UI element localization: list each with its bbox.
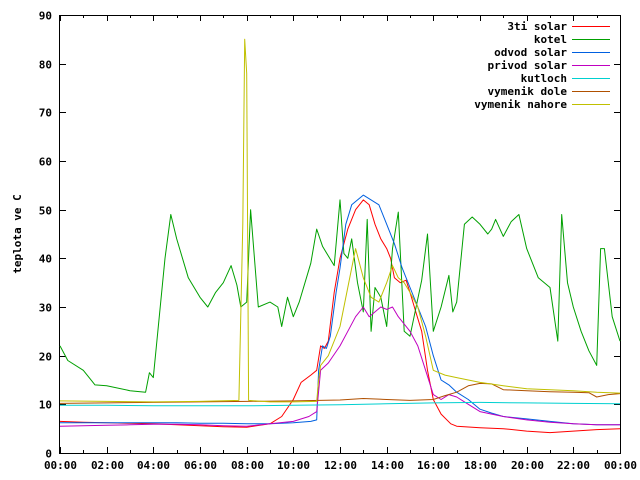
- y-tick-label: 50: [39, 205, 52, 218]
- x-tick-label: 20:00: [511, 459, 544, 472]
- y-tick-label: 80: [39, 59, 52, 72]
- x-tick-label: 00:00: [604, 459, 637, 472]
- y-tick-label: 90: [39, 10, 52, 23]
- y-axis-label: teplota ve C: [11, 194, 24, 273]
- legend-label-3ti-solar: 3ti solar: [507, 20, 567, 33]
- series-line-vymenik-dole: [59, 382, 621, 404]
- y-tick-label: 60: [39, 156, 52, 169]
- x-tick-label: 18:00: [464, 459, 497, 472]
- x-tick-label: 16:00: [417, 459, 450, 472]
- series-line-kotel: [59, 199, 621, 393]
- series-line-vymenik-nahore: [59, 38, 621, 403]
- legend-label-vymenik-dole: vymenik dole: [488, 85, 568, 98]
- x-tick-label: 02:00: [91, 459, 124, 472]
- series-line-kutloch: [60, 401, 621, 407]
- y-tick-label: 20: [39, 351, 52, 364]
- x-tick-label: 04:00: [137, 459, 170, 472]
- y-tick-label: 10: [39, 399, 52, 412]
- x-tick-label: 14:00: [371, 459, 404, 472]
- legend-label-privod-solar: privod solar: [488, 59, 568, 72]
- x-tick-label: 12:00: [324, 459, 357, 472]
- x-axis: 00:00 02:00 04:00 06:00 08:00 10:00 12:00 14:00…: [44, 15, 637, 472]
- x-tick-label: 08:00: [231, 459, 264, 472]
- legend-label-odvod-solar: odvod solar: [494, 46, 567, 59]
- series-line-privod-solar: [59, 306, 620, 427]
- x-tick-label: 22:00: [557, 459, 590, 472]
- legend-label-kutloch: kutloch: [521, 72, 567, 85]
- legend-label-vymenik-nahore: vymenik nahore: [474, 98, 567, 111]
- legend-label-kotel: kotel: [534, 33, 567, 46]
- y-tick-label: 0: [45, 448, 52, 461]
- x-tick-label: 10:00: [277, 459, 310, 472]
- y-tick-label: 30: [39, 302, 52, 315]
- series-line-3ti-solar: [59, 199, 621, 434]
- x-tick-label: 00:00: [44, 459, 77, 472]
- y-tick-label: 70: [39, 107, 52, 120]
- series-line-odvod-solar: [60, 194, 620, 426]
- x-tick-label: 06:00: [184, 459, 217, 472]
- y-tick-label: 40: [39, 253, 52, 266]
- series-lines: [59, 38, 621, 434]
- y-axis: 0 10 20 30 40 50 60 70 80 90: [39, 10, 620, 461]
